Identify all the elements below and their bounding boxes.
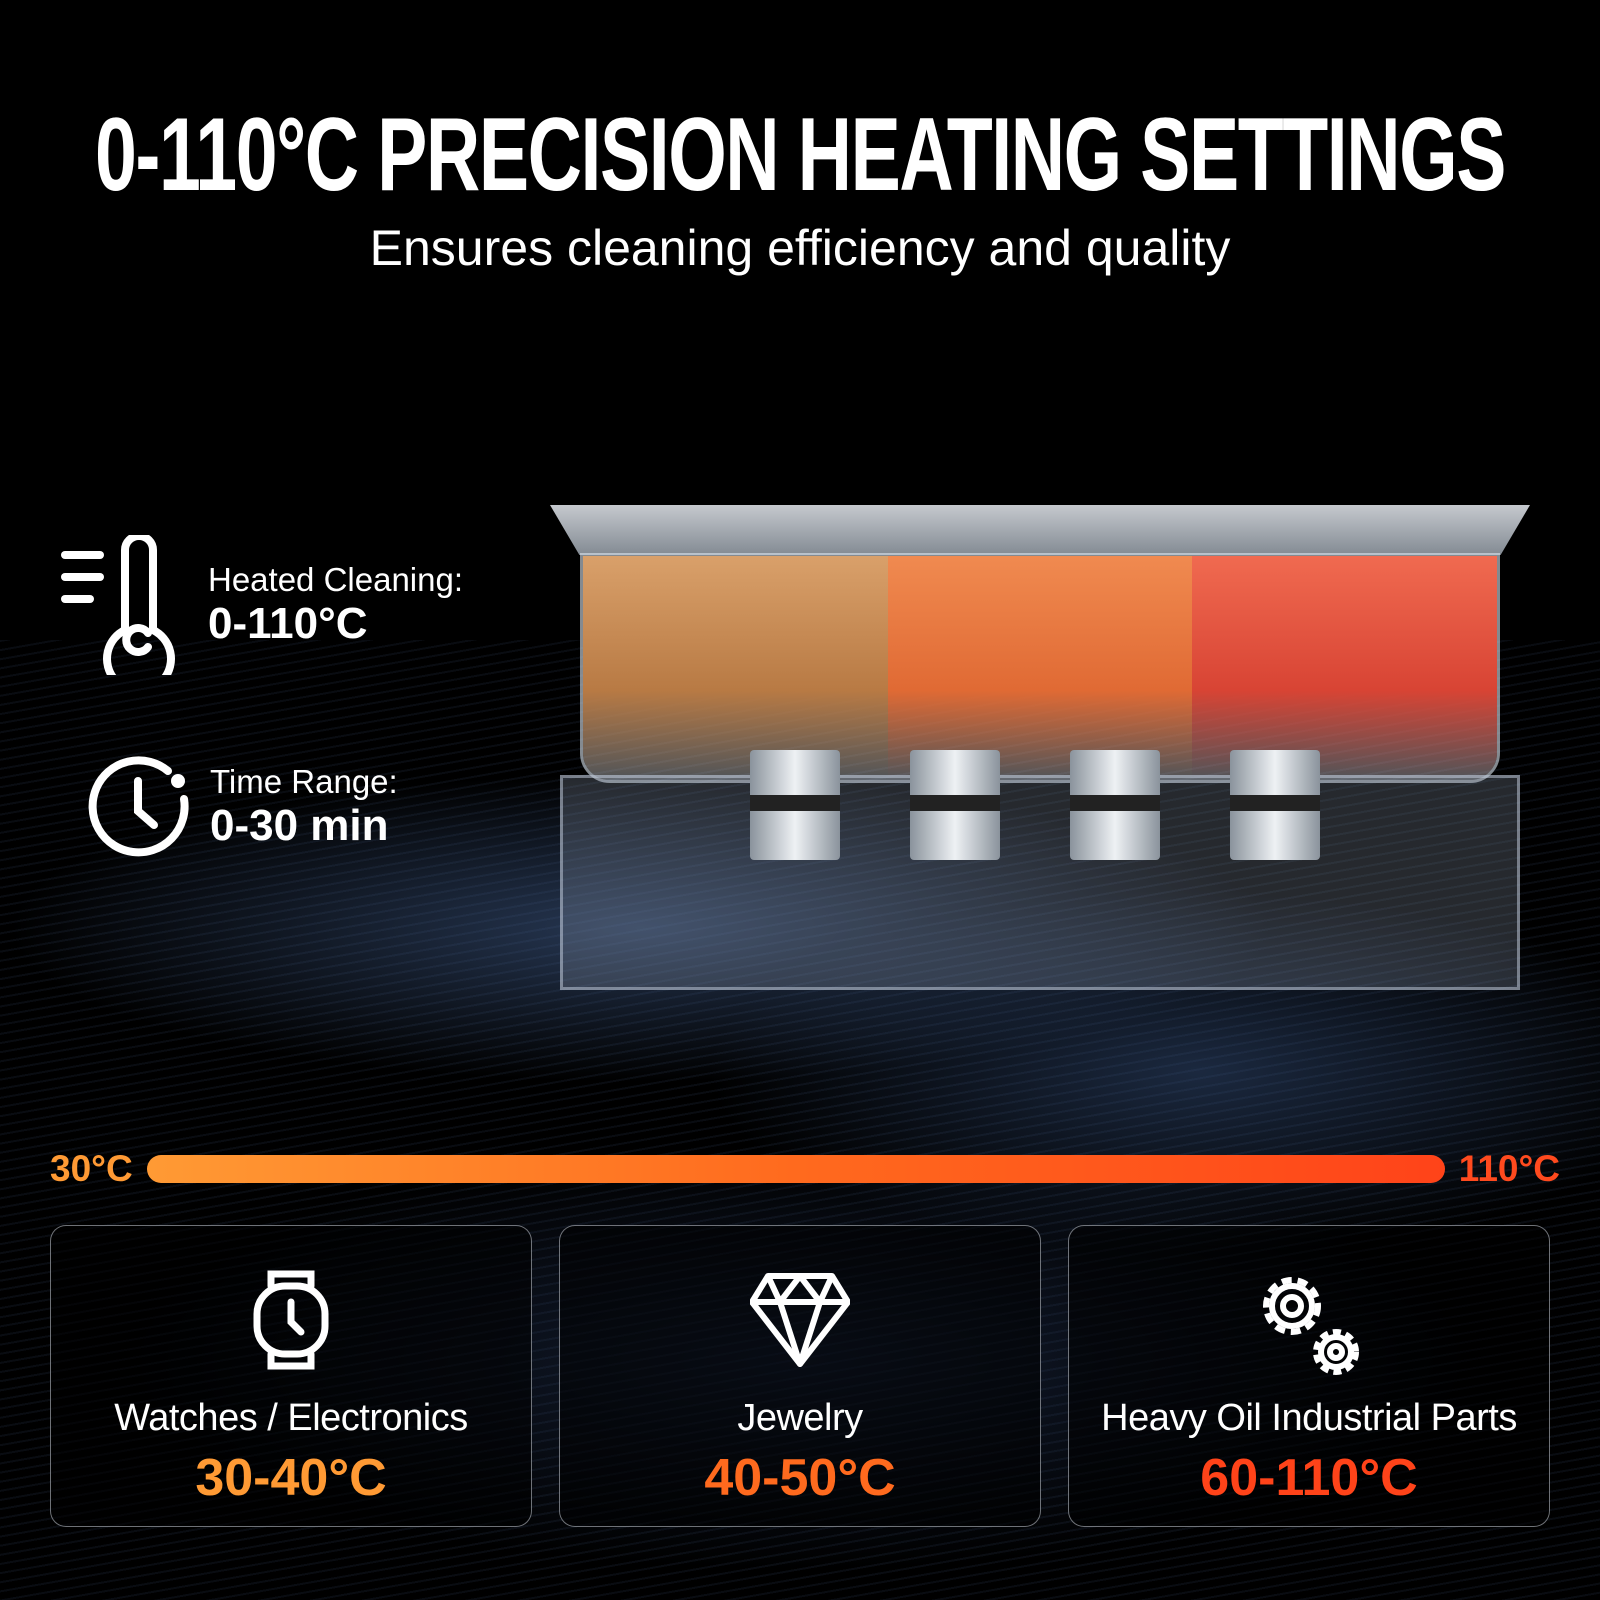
spec-value: 0-30 min — [210, 801, 389, 850]
temperature-gradient — [146, 1155, 1445, 1183]
watch-icon — [253, 1270, 329, 1370]
min-temp-label: 30°C — [50, 1148, 133, 1189]
card-watches-electronics: Watches / Electronics 30-40°C — [50, 1225, 532, 1527]
card-range: 60-110°C — [1200, 1449, 1418, 1507]
page-title: 0-110°C PRECISION HEATING SETTINGS — [94, 97, 1507, 213]
card-jewelry: Jewelry 40-50°C — [559, 1225, 1041, 1527]
spec-time-range: Time Range: 0-30 min — [88, 755, 398, 859]
card-name: Jewelry — [737, 1397, 863, 1439]
page-subtitle: Ensures cleaning efficiency and quality — [369, 220, 1231, 276]
diamond-icon — [750, 1273, 850, 1367]
spec-label: Heated Cleaning: — [208, 561, 464, 598]
card-range: 40-50°C — [704, 1449, 896, 1507]
thermometer-icon — [61, 535, 175, 675]
gears-icon — [1263, 1277, 1359, 1375]
ultrasonic-cleaner-image — [550, 505, 1530, 1005]
spec-heated-cleaning: Heated Cleaning: 0-110°C — [60, 535, 463, 675]
max-temp-label: 110°C — [1458, 1148, 1560, 1189]
temperature-range-bar: 30°C 110°C — [50, 1148, 1560, 1190]
card-name: Heavy Oil Industrial Parts — [1101, 1397, 1517, 1439]
spec-label: Time Range: — [210, 763, 398, 800]
spec-value: 0-110°C — [208, 599, 368, 648]
card-name: Watches / Electronics — [114, 1397, 468, 1439]
card-range: 30-40°C — [195, 1449, 387, 1507]
clock-icon — [88, 756, 189, 857]
card-heavy-oil-parts: Heavy Oil Industrial Parts 60-110°C — [1068, 1225, 1550, 1527]
